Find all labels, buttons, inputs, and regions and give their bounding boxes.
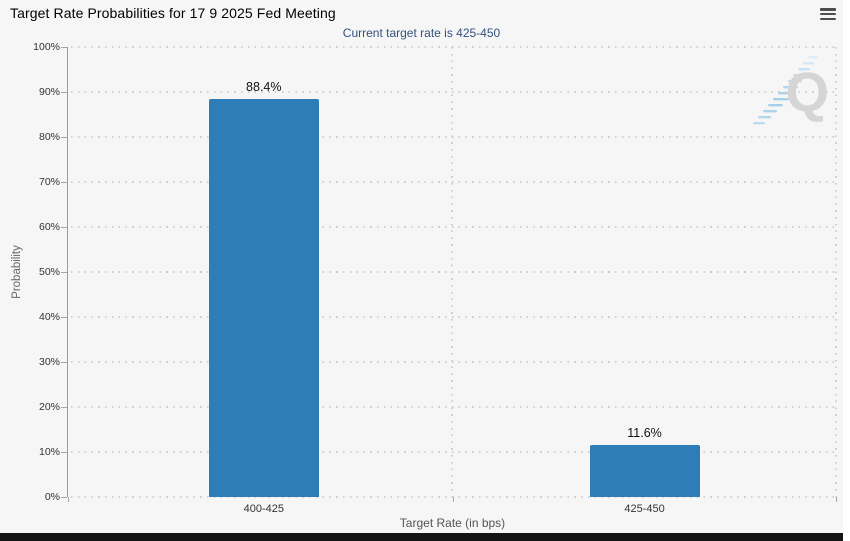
bar-400-425[interactable] [208, 99, 319, 497]
y-axis-tick-label: 30% [38, 356, 60, 368]
x-axis-category-label: 400-425 [243, 503, 284, 515]
y-axis-tick [61, 496, 67, 498]
y-axis-tick-label: 50% [38, 266, 60, 278]
gridline-vertical [835, 47, 837, 497]
y-axis-tick [61, 136, 67, 138]
gridline-horizontal [71, 136, 837, 138]
y-axis-tick [61, 361, 67, 363]
gridline-horizontal [71, 406, 837, 408]
y-axis-tick-label: 70% [38, 176, 60, 188]
logo-stripes-icon [753, 56, 818, 125]
gridline-horizontal [71, 226, 837, 228]
chart-title: Target Rate Probabilities for 17 9 2025 … [10, 5, 336, 21]
y-axis-tick-label: 0% [44, 491, 60, 503]
gridline-horizontal [71, 316, 837, 318]
hamburger-menu-icon [820, 12, 836, 16]
bar-425-450[interactable] [589, 444, 700, 497]
y-axis-tick-label: 90% [38, 86, 60, 98]
x-axis-tick [453, 497, 455, 502]
y-axis-tick-label: 20% [38, 401, 60, 413]
gridline-horizontal [71, 91, 837, 93]
x-axis-tick [836, 497, 837, 502]
bar-value-label: 88.4% [246, 80, 282, 95]
x-axis-title: Target Rate (in bps) [399, 516, 506, 530]
y-axis-tick-label: 40% [38, 311, 60, 323]
y-axis-tick-label: 100% [33, 41, 60, 53]
y-axis-tick [61, 316, 67, 318]
bottom-bar [0, 533, 843, 541]
y-axis-tick-label: 10% [38, 446, 60, 458]
hamburger-menu-icon [820, 17, 836, 21]
gridline-vertical [451, 47, 454, 497]
y-axis-tick [61, 91, 67, 93]
chart-widget: Target Rate Probabilities for 17 9 2025 … [10, 5, 837, 530]
y-axis-tick [61, 271, 67, 273]
y-axis-tick [61, 46, 67, 48]
x-axis-tick [68, 497, 69, 502]
y-axis-line [67, 47, 68, 497]
y-axis-tick [61, 406, 67, 408]
plot-area: 88.4% 11.6% [61, 46, 837, 502]
hamburger-menu-button[interactable] [820, 8, 836, 21]
y-axis-tick [61, 451, 67, 453]
gridline-horizontal [71, 271, 837, 273]
hamburger-menu-icon [820, 8, 836, 11]
gridline-horizontal [71, 181, 837, 183]
y-axis-tick-label: 60% [38, 221, 60, 233]
y-axis-tick-label: 80% [38, 131, 60, 143]
gridline-horizontal [71, 496, 837, 498]
x-axis-category-label: 425-450 [624, 503, 665, 515]
bar-value-label: 11.6% [627, 425, 662, 440]
y-axis-tick [61, 226, 67, 228]
gridline-horizontal [71, 361, 837, 363]
gridline-horizontal [71, 46, 837, 48]
y-axis-tick [61, 181, 67, 183]
chart-subtitle: Current target rate is 425-450 [342, 26, 501, 40]
gridline-horizontal [71, 451, 837, 453]
